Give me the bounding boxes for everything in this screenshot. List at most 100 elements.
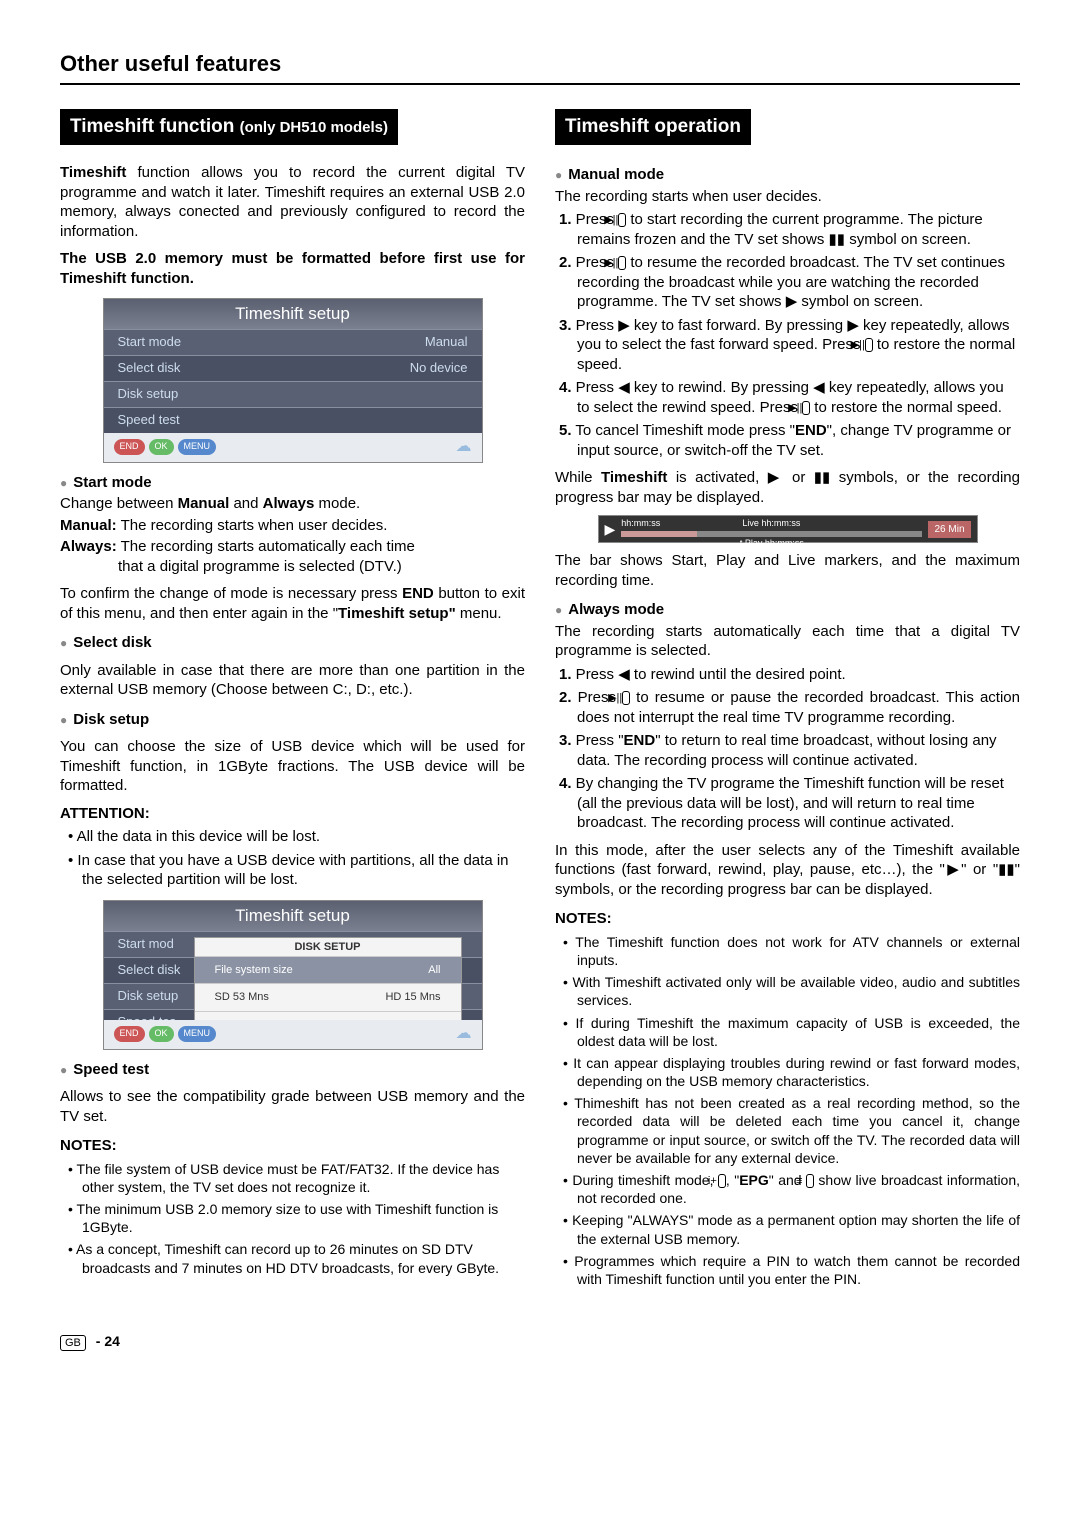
- left-notes-header: NOTES:: [60, 1136, 525, 1156]
- pill-menu: MENU: [178, 439, 217, 455]
- left-note-0: The file system of USB device must be FA…: [82, 1160, 525, 1196]
- pb-start: hh:mm:ss: [621, 518, 660, 530]
- r-note-7: Programmes which require a PIN to watch …: [577, 1252, 1020, 1288]
- always-step-3: 3. Press "END" to return to real time br…: [577, 731, 1020, 770]
- dlg-r1b: HD 15 Mns: [385, 990, 440, 1004]
- manual-step-4: 4. Press ◀ key to rewind. By pressing ◀ …: [577, 378, 1020, 417]
- info-icon: i+: [718, 1174, 726, 1188]
- shot1-cloud-icon: ☁: [456, 437, 472, 458]
- play-pause-icon: ▶||: [618, 213, 626, 227]
- shot1-row1-v: No device: [410, 360, 468, 377]
- play-icon: ▶: [605, 520, 616, 538]
- shot2-pills: END OK MENU: [114, 1026, 217, 1042]
- timeshift-setup-shot-1: Timeshift setup Start modeManual Select …: [103, 298, 483, 462]
- pill-end: END: [114, 439, 145, 455]
- manual-step-3: 3. Press ▶ key to fast forward. By press…: [577, 316, 1020, 375]
- attention-header: ATTENTION:: [60, 804, 525, 824]
- dialog-row-1: SD 53 Mns HD 15 Mns: [195, 983, 461, 1010]
- list-icon: ≡: [806, 1174, 814, 1188]
- speed-test-p: Allows to see the compatibility grade be…: [60, 1087, 525, 1126]
- pb-play-label: t.Play hh:mm:ss: [621, 538, 922, 550]
- manual-step-2: 2. Press ▶|| to resume the recorded broa…: [577, 253, 1020, 312]
- start-mode-confirm: To confirm the change of mode is necessa…: [60, 584, 525, 623]
- r-note-6: Keeping "ALWAYS" mode as a permanent opt…: [577, 1211, 1020, 1247]
- shot2-footer: END OK MENU ☁: [104, 1020, 482, 1049]
- right-notes-list: The Timeshift function does not work for…: [555, 933, 1020, 1288]
- left-note-1: The minimum USB 2.0 memory size to use w…: [82, 1200, 525, 1236]
- timeshift-function-header: Timeshift function (only DH510 models): [60, 109, 398, 146]
- shot1-pills: END OK MENU: [114, 439, 217, 455]
- select-disk-p: Only available in case that there are mo…: [60, 661, 525, 700]
- always-step-2: 2. Press ▶|| to resume or pause the reco…: [577, 688, 1020, 727]
- attn-item-0: All the data in this device will be lost…: [82, 827, 525, 847]
- shot2-row0-k: Start mod: [118, 936, 174, 953]
- manual-step-1: 1. Press ▶|| to start recording the curr…: [577, 210, 1020, 249]
- always-step-1: 1. Press ◀ to rewind until the desired p…: [577, 665, 1020, 685]
- r-note-0: The Timeshift function does not work for…: [577, 933, 1020, 969]
- timeshift-setup-shot-2: Timeshift setup Start mod Select disk Di…: [103, 900, 483, 1050]
- page-title: Other useful features: [60, 50, 1020, 85]
- pb-fill: [621, 531, 696, 537]
- start-mode-always: Always: The recording starts automatical…: [60, 537, 525, 576]
- r-note-3: It can appear displaying troubles during…: [577, 1054, 1020, 1090]
- start-mode-manual: Manual: The recording starts when user d…: [60, 516, 525, 536]
- dlg-r0a: File system size: [215, 963, 293, 977]
- manual-steps: 1. Press ▶|| to start recording the curr…: [555, 210, 1020, 460]
- disk-setup-header: Disk setup: [60, 710, 525, 730]
- manual-intro: The recording starts when user decides.: [555, 187, 1020, 207]
- shot1-row1-k: Select disk: [118, 360, 181, 377]
- shot1-row-2: Disk setup: [104, 381, 482, 407]
- play-pause-icon: ▶||: [802, 401, 810, 415]
- shot2-title: Timeshift setup: [104, 901, 482, 931]
- pill-menu-2: MENU: [178, 1026, 217, 1042]
- shot2-row1-k: Select disk: [118, 962, 181, 979]
- speed-test-header: Speed test: [60, 1060, 525, 1080]
- play-pause-icon: ▶||: [622, 691, 630, 705]
- always-intro: The recording starts automatically each …: [555, 622, 1020, 661]
- r-note-1: With Timeshift activated only will be av…: [577, 973, 1020, 1009]
- shot1-footer: END OK MENU ☁: [104, 433, 482, 462]
- shot2-row2-k: Disk setup: [118, 988, 179, 1005]
- intro-paragraph: Timeshift function allows you to record …: [60, 163, 525, 241]
- pb-line: [621, 531, 922, 537]
- pill-end-2: END: [114, 1026, 145, 1042]
- shot1-row-3: Speed test: [104, 407, 482, 433]
- shot1-title: Timeshift setup: [104, 299, 482, 329]
- pill-ok: OK: [149, 439, 174, 455]
- mode-note: In this mode, after the user selects any…: [555, 841, 1020, 900]
- shot1-row2-k: Disk setup: [118, 386, 179, 403]
- dialog-row-0: File system sizeAll: [195, 956, 461, 983]
- shot1-row-1: Select disk No device: [104, 355, 482, 381]
- pb-track: hh:mm:ssLive hh:mm:ss t.Play hh:mm:ss: [621, 518, 922, 540]
- usb-format-note: The USB 2.0 memory must be formatted bef…: [60, 249, 525, 288]
- dialog-title: DISK SETUP: [195, 938, 461, 956]
- right-notes-header: NOTES:: [555, 909, 1020, 929]
- shot2-cloud-icon: ☁: [456, 1024, 472, 1045]
- left-note-2: As a concept, Timeshift can record up to…: [82, 1240, 525, 1276]
- attn-item-1: In case that you have a USB device with …: [82, 851, 525, 890]
- header-sub: (only DH510 models): [240, 119, 388, 136]
- play-pause-icon: ▶||: [865, 338, 873, 352]
- bar-caption: The bar shows Start, Play and Live marke…: [555, 551, 1020, 590]
- page-number: - 24: [96, 1333, 120, 1349]
- r-note-2: If during Timeshift the maximum capacity…: [577, 1014, 1020, 1050]
- region-badge: GB: [60, 1335, 86, 1351]
- always-steps: 1. Press ◀ to rewind until the desired p…: [555, 665, 1020, 833]
- while-timeshift: While Timeshift is activated, ▶ or ▮▮ sy…: [555, 468, 1020, 507]
- attention-list: All the data in this device will be lost…: [60, 827, 525, 890]
- r-note-4: Thimeshift has not been created as a rea…: [577, 1094, 1020, 1167]
- select-disk-header: Select disk: [60, 633, 525, 653]
- disk-setup-p: You can choose the size of USB device wh…: [60, 737, 525, 796]
- r-note-5: During timeshift mode, i+, "EPG" and ≡ s…: [577, 1171, 1020, 1207]
- manual-mode-header: Manual mode: [555, 165, 1020, 185]
- dlg-r1a: SD 53 Mns: [215, 990, 269, 1004]
- columns: Timeshift function (only DH510 models) T…: [60, 109, 1020, 1293]
- start-mode-p1: Change between Manual and Always mode.: [60, 494, 525, 514]
- pb-max: 26 Min: [928, 521, 970, 538]
- start-mode-header: Start mode: [60, 473, 525, 493]
- left-column: Timeshift function (only DH510 models) T…: [60, 109, 525, 1293]
- shot1-row0-v: Manual: [425, 334, 468, 351]
- pill-ok-2: OK: [149, 1026, 174, 1042]
- progress-bar: ▶ hh:mm:ssLive hh:mm:ss t.Play hh:mm:ss …: [598, 515, 978, 543]
- pb-live: Live hh:mm:ss: [742, 518, 800, 530]
